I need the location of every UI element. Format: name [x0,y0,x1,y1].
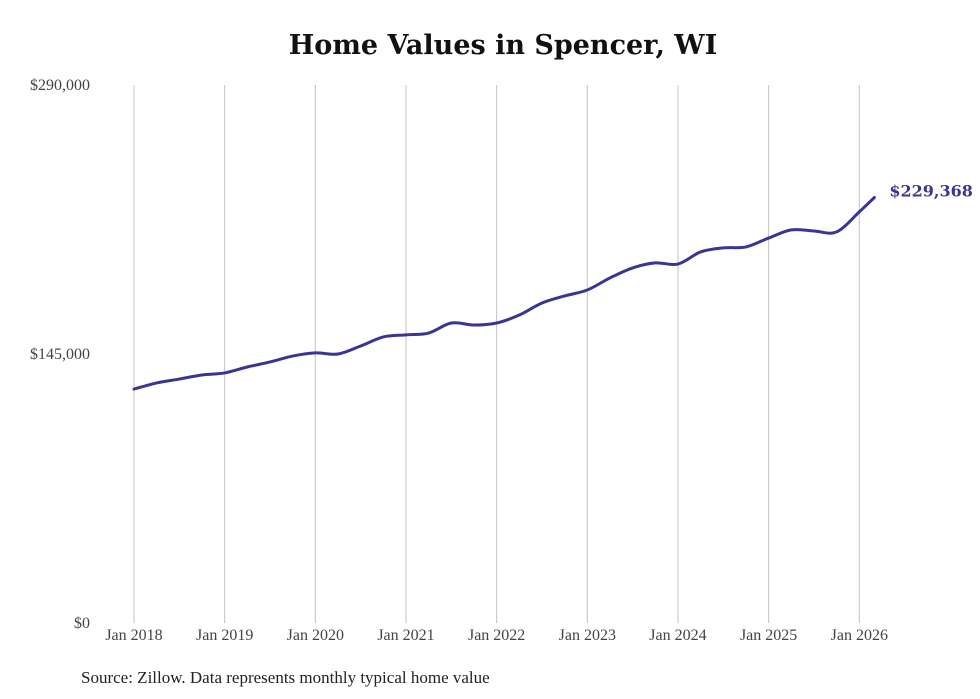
end-value-label: $229,368 [889,181,973,200]
chart-title: Home Values in Spencer, WI [288,30,718,61]
series-line [132,195,876,391]
source-note: Source: Zillow. Data represents monthly … [81,668,490,687]
x-tick-label: Jan 2019 [196,627,253,644]
x-tick-label: Jan 2020 [287,627,344,644]
x-tick-label: Jan 2018 [105,627,162,644]
x-tick-label: Jan 2022 [468,627,525,644]
x-tick-label: Jan 2021 [377,627,434,644]
y-tick-label: $145,000 [30,346,90,363]
x-tick-label: Jan 2024 [649,627,706,644]
y-tick-label: $290,000 [30,77,90,94]
x-tick-label: Jan 2023 [559,627,616,644]
x-tick-label: Jan 2025 [740,627,797,644]
y-tick-label: $0 [74,615,90,632]
x-tick-label: Jan 2026 [831,627,888,644]
